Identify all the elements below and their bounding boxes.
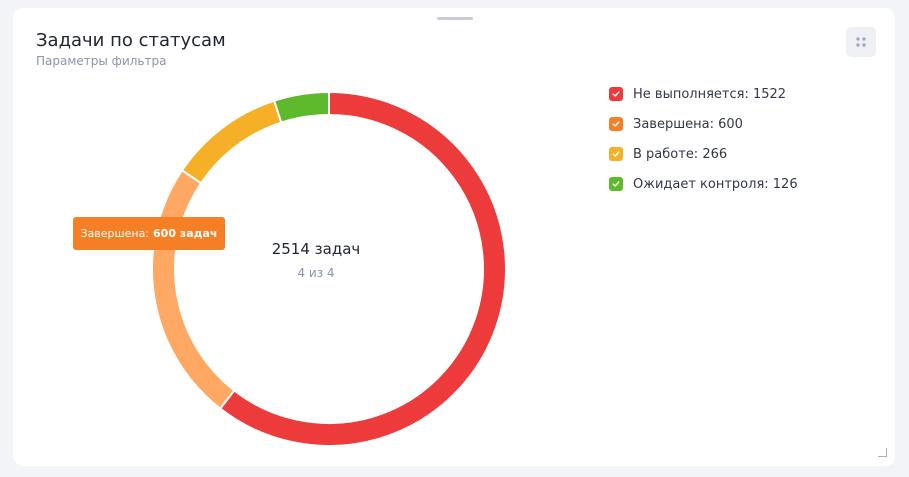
donut-slice-3[interactable] (272, 90, 330, 124)
donut-slice-2[interactable] (180, 99, 283, 185)
legend-item-3[interactable]: Ожидает контроля: 126 (609, 169, 798, 199)
grid-dots-icon (856, 37, 866, 47)
legend-checkbox[interactable] (609, 177, 623, 191)
check-icon (612, 121, 620, 127)
resize-corner-icon[interactable] (878, 448, 887, 457)
donut-center-total: 2514 задач (271, 240, 361, 258)
legend-item-2[interactable]: В работе: 266 (609, 139, 798, 169)
donut-slice-1[interactable] (151, 168, 236, 410)
tooltip-value: 600 задач (153, 227, 218, 240)
legend-item-0[interactable]: Не выполняется: 1522 (609, 79, 798, 109)
legend-checkbox[interactable] (609, 87, 623, 101)
widget-menu-button[interactable] (846, 27, 876, 57)
chart-title: Задачи по статусам (36, 30, 226, 51)
filter-params-link[interactable]: Параметры фильтра (36, 54, 167, 68)
legend-label: Ожидает контроля: 126 (633, 176, 798, 192)
check-icon (612, 91, 620, 97)
donut-center-count: 4 из 4 (297, 266, 335, 280)
tooltip-label: Завершена: (80, 227, 150, 240)
check-icon (612, 181, 620, 187)
legend-checkbox[interactable] (609, 147, 623, 161)
legend-checkbox[interactable] (609, 117, 623, 131)
legend-label: Завершена: 600 (633, 116, 743, 132)
slice-tooltip: Завершена: 600 задач (73, 217, 225, 250)
legend-label: В работе: 266 (633, 146, 728, 162)
legend-item-1[interactable]: Завершена: 600 (609, 109, 798, 139)
legend-label: Не выполняется: 1522 (633, 86, 787, 102)
chart-legend: Не выполняется: 1522 Завершена: 600 В рабо… (609, 79, 798, 199)
drag-handle[interactable] (437, 17, 473, 20)
check-icon (612, 151, 620, 157)
